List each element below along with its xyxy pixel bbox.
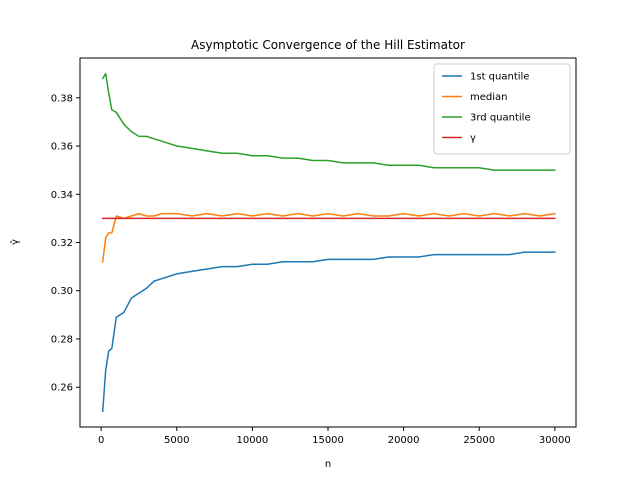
x-tick-label: 15000 [312, 435, 344, 446]
x-tick-label: 30000 [539, 435, 571, 446]
y-tick-label: 0.26 [51, 383, 73, 394]
series-line-0 [101, 251, 556, 413]
y-tick-label: 0.28 [51, 334, 73, 345]
y-axis-label: γ̂ [9, 239, 21, 245]
y-tick-label: 0.38 [51, 93, 73, 104]
legend-label: median [470, 92, 508, 103]
x-tick-label: 5000 [164, 435, 189, 446]
legend-label: 3rd quantile [470, 113, 531, 124]
legend-frame [433, 63, 571, 155]
y-tick-label: 0.30 [51, 286, 73, 297]
y-axis: 0.26 0.28 0.30 0.32 0.34 0.36 0.38 [51, 93, 80, 394]
x-axis: 0 5000 10000 15000 20000 25000 30000 [98, 427, 571, 446]
x-tick-label: 25000 [463, 435, 495, 446]
legend-label: 1st quantile [470, 72, 529, 83]
series-line-1 [101, 212, 556, 263]
series-line-2 [101, 72, 556, 171]
y-tick-label: 0.34 [51, 190, 73, 201]
x-axis-label: n [325, 459, 331, 470]
x-tick-label: 10000 [236, 435, 268, 446]
x-tick-label: 20000 [388, 435, 420, 446]
y-tick-label: 0.36 [51, 142, 73, 153]
x-tick-label: 0 [98, 435, 104, 446]
y-tick-label: 0.32 [51, 238, 73, 249]
legend: 1st quantile median 3rd quantile γ [433, 63, 571, 155]
legend-label: γ [470, 133, 476, 144]
chart-title: Asymptotic Convergence of the Hill Estim… [191, 38, 465, 52]
plot-area [101, 72, 556, 413]
